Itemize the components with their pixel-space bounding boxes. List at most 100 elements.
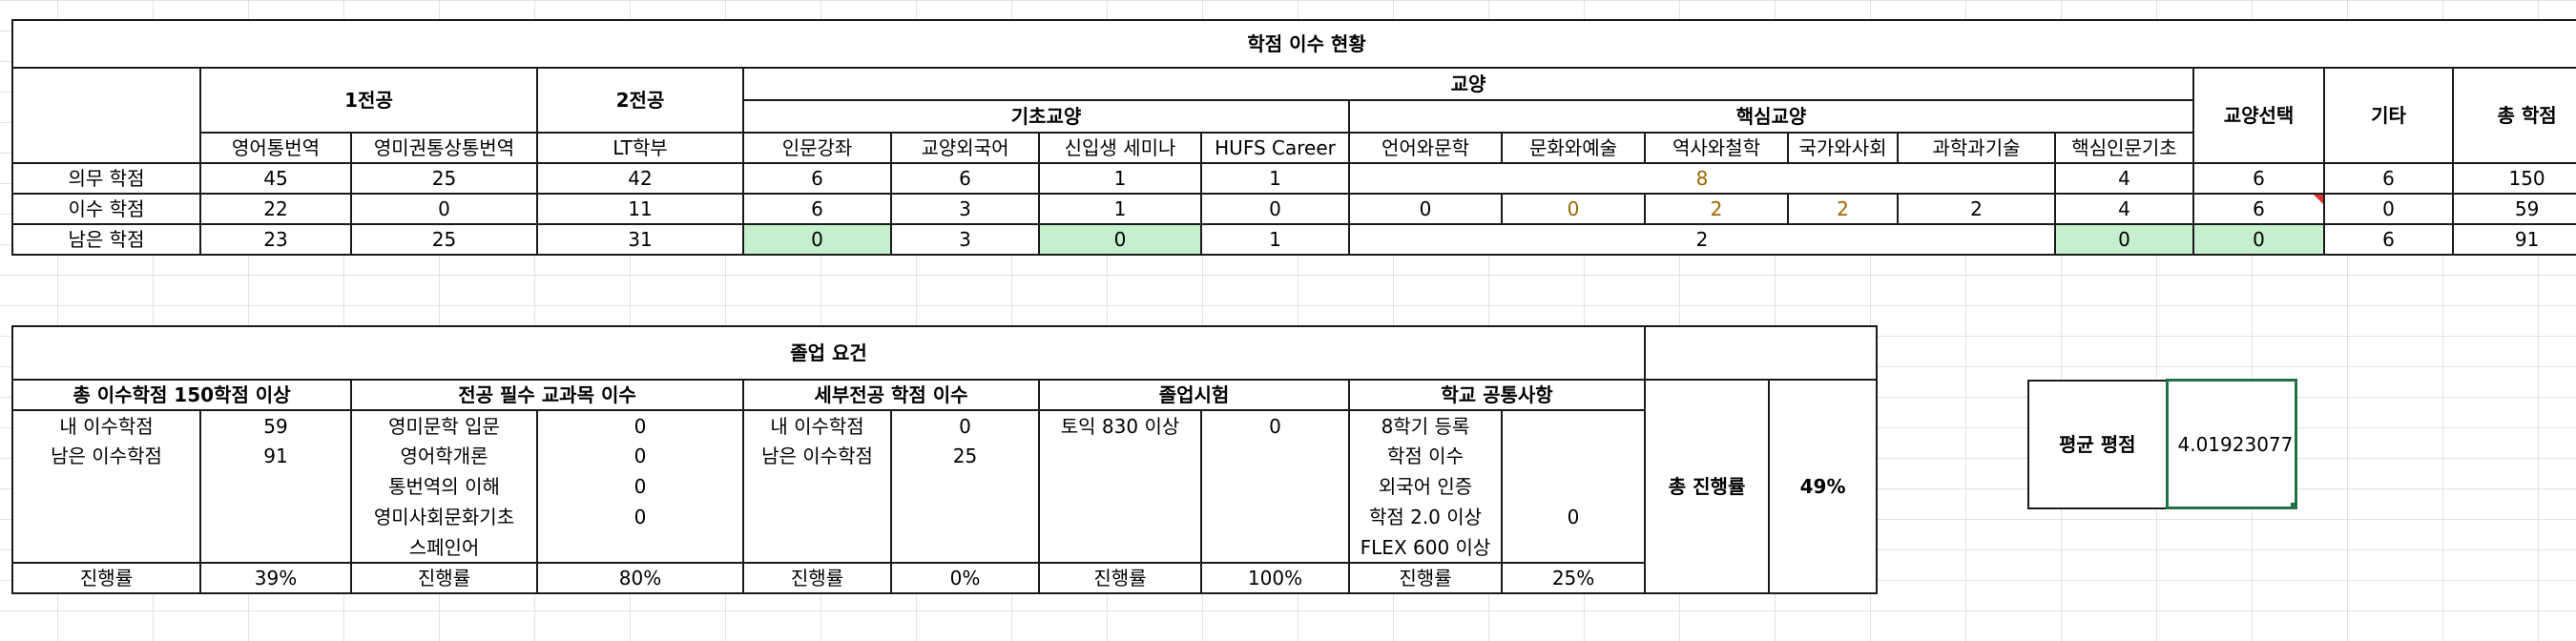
cell[interactable]: 0 — [2323, 193, 2454, 225]
progress-label[interactable]: 진행률 — [1348, 562, 1503, 594]
cell[interactable]: 11 — [536, 193, 744, 225]
cell[interactable]: 0 — [1038, 223, 1202, 256]
cell[interactable]: 2 — [1897, 193, 2056, 225]
empty-cell[interactable] — [742, 471, 892, 502]
cell[interactable]: 42 — [536, 162, 744, 195]
cell[interactable]: 0 — [1348, 193, 1503, 225]
progress-value[interactable]: 39% — [199, 562, 352, 594]
empty-cell[interactable] — [1038, 502, 1202, 532]
cell[interactable]: 0 — [1200, 193, 1350, 225]
cell[interactable]: 25 — [350, 162, 538, 195]
header-core-liberal[interactable]: 핵심교양 — [1348, 99, 2194, 134]
cell[interactable]: 2 — [1787, 193, 1899, 225]
empty-cell[interactable] — [11, 471, 201, 502]
progress-value[interactable]: 25% — [1500, 562, 1647, 594]
cell[interactable]: 6 — [2323, 223, 2454, 256]
header-basic-liberal[interactable]: 기초교양 — [742, 99, 1350, 134]
empty-cell[interactable] — [1200, 471, 1350, 502]
label-cell[interactable]: 영미사회문화기초 — [350, 502, 538, 532]
value-cell[interactable]: 0 — [536, 471, 744, 502]
cell[interactable]: 6 — [742, 162, 892, 195]
label-cell[interactable]: 학점 이수 — [1348, 441, 1503, 471]
value-cell[interactable]: 0 — [536, 441, 744, 471]
section-school-common[interactable]: 학교 공통사항 — [1347, 379, 1647, 411]
label-cell[interactable]: 8학기 등록 — [1348, 410, 1503, 441]
col-header[interactable]: 인문강좌 — [742, 132, 892, 164]
cell[interactable]: 6 — [742, 193, 892, 225]
cell[interactable]: 1 — [1200, 162, 1350, 195]
cell[interactable]: 3 — [890, 193, 1040, 225]
cell[interactable]: 25 — [350, 223, 538, 256]
progress-value[interactable]: 100% — [1200, 562, 1350, 594]
header-liberal-elective[interactable]: 교양선택 — [2192, 67, 2325, 164]
label-cell[interactable]: 내 이수학점 — [742, 410, 892, 441]
col-header[interactable]: 교양외국어 — [890, 132, 1040, 164]
section-major-required[interactable]: 전공 필수 교과목 이수 — [350, 379, 744, 411]
progress-value[interactable]: 80% — [536, 562, 744, 594]
credit-status-title[interactable]: 학점 이수 현황 — [10, 19, 2576, 69]
empty-cell[interactable] — [890, 502, 1040, 532]
col-header[interactable]: LT학부 — [536, 132, 744, 164]
header-liberal[interactable]: 교양 — [742, 67, 2194, 101]
label-cell[interactable]: FLEX 600 이상 — [1348, 532, 1503, 563]
cell[interactable]: 0 — [1501, 193, 1646, 225]
row-label[interactable]: 남은 학점 — [11, 223, 201, 256]
value-cell[interactable]: 0 — [536, 410, 744, 441]
progress-label[interactable]: 진행률 — [1038, 562, 1202, 594]
cell[interactable]: 6 — [2192, 193, 2325, 225]
label-cell[interactable]: 남은 이수학점 — [11, 441, 201, 471]
value-cell[interactable]: 91 — [199, 441, 352, 471]
header-major1[interactable]: 1전공 — [199, 67, 538, 134]
cell[interactable]: 31 — [536, 223, 744, 256]
cell[interactable]: 6 — [2323, 162, 2454, 195]
label-cell[interactable]: 내 이수학점 — [11, 410, 201, 441]
label-cell[interactable]: 영미문학 입문 — [350, 410, 538, 441]
gpa-label[interactable]: 평균 평점 — [2027, 379, 2168, 509]
col-header[interactable]: 문화와예술 — [1501, 132, 1646, 164]
label-cell[interactable]: 외국어 인증 — [1348, 471, 1503, 502]
col-header[interactable]: 국가와사회 — [1787, 132, 1899, 164]
graduation-title[interactable]: 졸업 요건 — [10, 325, 1647, 381]
cell[interactable]: 4 — [2054, 162, 2194, 195]
value-cell[interactable]: 0 — [890, 410, 1040, 441]
section-grad-exam[interactable]: 졸업시험 — [1038, 379, 1350, 411]
cell[interactable]: 6 — [2192, 162, 2325, 195]
col-header[interactable]: HUFS Career — [1200, 132, 1350, 164]
progress-label[interactable]: 진행률 — [11, 562, 201, 594]
fill-handle-icon[interactable] — [2290, 503, 2293, 506]
row-label[interactable]: 의무 학점 — [11, 162, 201, 195]
empty-cell[interactable] — [1038, 532, 1202, 563]
total-progress-label[interactable]: 총 진행률 — [1644, 379, 1771, 594]
empty-cell[interactable] — [199, 502, 352, 532]
col-header[interactable]: 역사와철학 — [1644, 132, 1789, 164]
section-sub-major[interactable]: 세부전공 학점 이수 — [742, 379, 1040, 411]
corner-cell[interactable] — [11, 67, 201, 164]
cell[interactable]: 45 — [199, 162, 352, 195]
progress-value[interactable]: 0% — [890, 562, 1040, 594]
label-cell[interactable]: 남은 이수학점 — [742, 441, 892, 471]
empty-cell[interactable] — [890, 532, 1040, 563]
value-cell[interactable] — [1500, 441, 1647, 471]
progress-label[interactable]: 진행률 — [350, 562, 538, 594]
value-cell[interactable] — [1500, 410, 1647, 441]
progress-label[interactable]: 진행률 — [742, 562, 892, 594]
cell[interactable]: 91 — [2451, 223, 2576, 256]
cell[interactable]: 0 — [2192, 223, 2325, 256]
value-cell[interactable] — [1500, 471, 1647, 502]
empty-cell[interactable] — [1200, 441, 1350, 471]
empty-cell[interactable] — [199, 532, 352, 563]
empty-cell[interactable] — [1038, 471, 1202, 502]
header-major2[interactable]: 2전공 — [536, 67, 744, 134]
value-cell[interactable]: 0 — [536, 502, 744, 532]
cell[interactable]: 0 — [350, 193, 538, 225]
row-label[interactable]: 이수 학점 — [11, 193, 201, 225]
col-header[interactable]: 언어와문학 — [1348, 132, 1503, 164]
cell[interactable]: 1 — [1038, 193, 1202, 225]
header-total[interactable]: 총 학점 — [2451, 67, 2576, 164]
total-progress-value[interactable]: 49% — [1768, 379, 1879, 594]
cell[interactable]: 1 — [1200, 223, 1350, 256]
col-header[interactable]: 과학과기술 — [1897, 132, 2056, 164]
empty-cell[interactable] — [11, 502, 201, 532]
cell[interactable]: 22 — [199, 193, 352, 225]
empty-cell[interactable] — [1200, 502, 1350, 532]
